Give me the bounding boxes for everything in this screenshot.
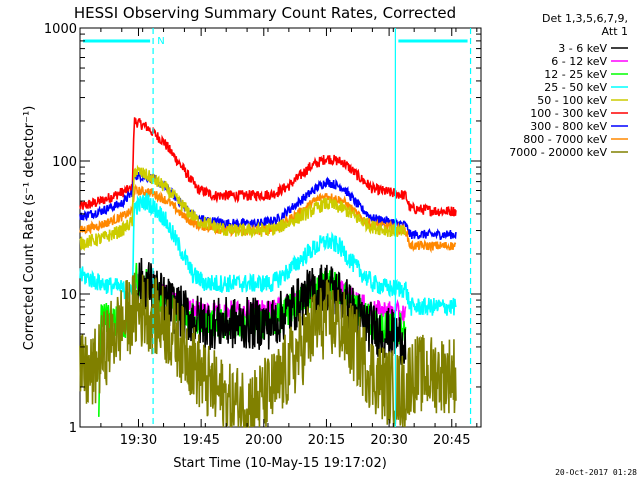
x-tick-label: 20:00 xyxy=(245,433,282,448)
series-line-0 xyxy=(79,117,457,217)
x-tick-label: 20:45 xyxy=(433,433,470,448)
legend-entry-label: 12 - 25 keV xyxy=(544,68,607,81)
y-tick-label: 1 xyxy=(69,421,77,436)
y-tick-label: 1000 xyxy=(44,22,77,37)
series-line-7 xyxy=(135,257,407,366)
legend-entry-label: 7000 - 20000 keV xyxy=(509,146,607,159)
series-line-4 xyxy=(79,192,457,316)
series-layer xyxy=(79,117,457,428)
series-line-1 xyxy=(79,170,457,241)
annotation-label: N xyxy=(157,36,164,47)
x-axis-label: Start Time (10-May-15 19:17:02) xyxy=(173,456,387,471)
legend-entry-label: 3 - 6 keV xyxy=(558,42,607,55)
legend-entry-label: 300 - 800 keV xyxy=(530,120,607,133)
y-axis-label: Corrected Count Rate (s⁻¹ detector⁻¹) xyxy=(22,106,37,351)
legend-entry-label: 6 - 12 keV xyxy=(551,55,607,68)
legend-entry-label: 800 - 7000 keV xyxy=(523,133,607,146)
y-axis: 1 10 100 1000 xyxy=(44,22,481,436)
plot-area: N 19:30 19:45 20:00 20:15 20:30 20:45 1101001… xyxy=(44,22,482,448)
x-axis: 19:30 19:45 20:00 20:15 20:30 20:45 xyxy=(79,28,478,448)
legend-entry-label: 25 - 50 keV xyxy=(544,81,607,94)
x-tick-label: 20:30 xyxy=(370,433,407,448)
series-line-8 xyxy=(79,272,457,428)
x-tick-label: 19:45 xyxy=(182,433,219,448)
y-tick-label: 100 xyxy=(52,155,77,170)
y-tick-label: 10 xyxy=(60,288,77,303)
legend-entry-label: 100 - 300 keV xyxy=(530,107,607,120)
legend-header-line: Det 1,3,5,6,7,9, xyxy=(542,12,628,25)
series-line-3 xyxy=(79,164,407,252)
x-tick-label: 19:30 xyxy=(120,433,157,448)
chart-title: HESSI Observing Summary Count Rates, Cor… xyxy=(74,4,456,22)
legend-entry-label: 50 - 100 keV xyxy=(537,94,607,107)
annotation-layer: N xyxy=(83,28,472,427)
timestamp: 20-Oct-2017 01:28 xyxy=(555,468,637,477)
x-tick-label: 20:15 xyxy=(308,433,345,448)
legend-header-line: Att 1 xyxy=(602,25,628,38)
